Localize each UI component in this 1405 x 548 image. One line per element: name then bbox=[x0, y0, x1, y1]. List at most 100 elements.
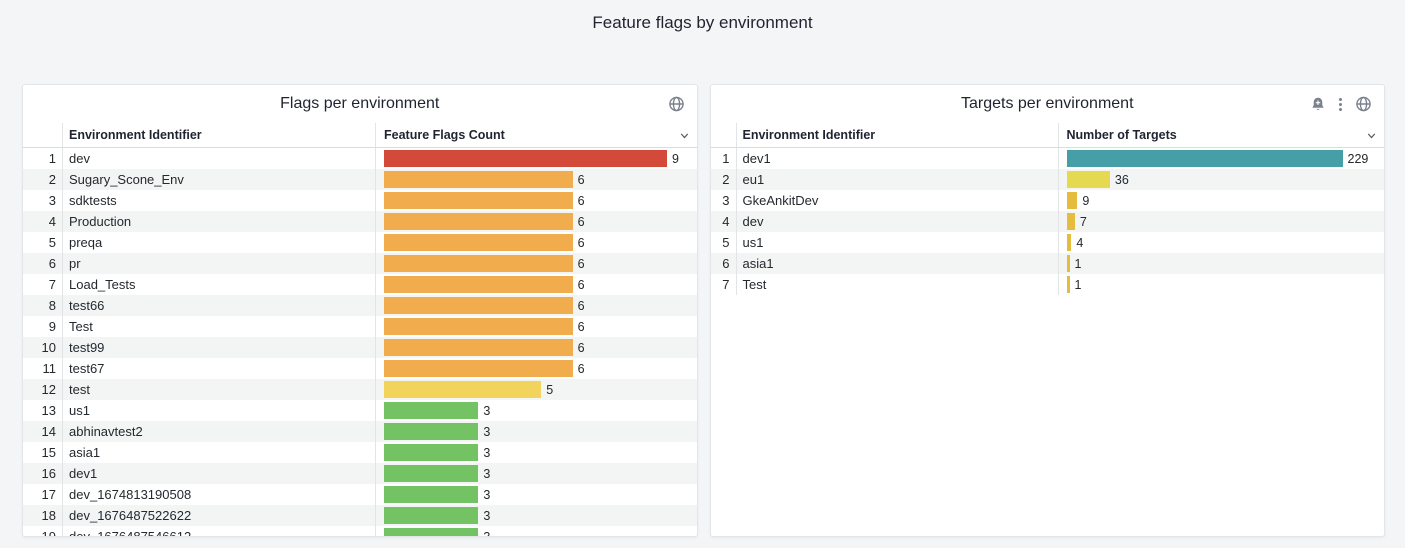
bar-gauge-cell: 6 bbox=[376, 253, 697, 274]
table-row: 5 preqa 6 bbox=[23, 232, 697, 253]
bar-value-label: 36 bbox=[1114, 172, 1129, 187]
chevron-down-icon[interactable] bbox=[1365, 129, 1378, 142]
table-row: 6 asia1 1 bbox=[710, 253, 1384, 274]
column-header-label: Number of Targets bbox=[1066, 128, 1177, 142]
table-row: 8 test66 6 bbox=[23, 295, 697, 316]
environment-name-cell: dev1 bbox=[63, 463, 376, 484]
value-bar bbox=[384, 528, 479, 536]
row-index: 2 bbox=[23, 169, 63, 190]
globe-icon[interactable] bbox=[1355, 96, 1372, 113]
column-header-number-of-targets[interactable]: Number of Targets bbox=[1059, 123, 1385, 147]
bar-value-label: 9 bbox=[1082, 193, 1090, 208]
value-bar bbox=[384, 402, 479, 419]
globe-icon[interactable] bbox=[668, 96, 685, 113]
bar-value-label: 3 bbox=[483, 487, 491, 502]
column-header-label: Feature Flags Count bbox=[384, 128, 505, 142]
value-bar bbox=[384, 339, 573, 356]
row-index: 1 bbox=[23, 148, 63, 169]
row-index: 15 bbox=[23, 442, 63, 463]
bar-gauge-cell: 229 bbox=[1059, 148, 1385, 169]
table-row: 11 test67 6 bbox=[23, 358, 697, 379]
value-bar bbox=[384, 507, 479, 524]
table-row: 2 Sugary_Scone_Env 6 bbox=[23, 169, 697, 190]
bar-value-label: 1 bbox=[1074, 256, 1082, 271]
value-bar bbox=[384, 444, 479, 461]
bar-value-label: 5 bbox=[546, 382, 554, 397]
environment-name-cell: asia1 bbox=[63, 442, 376, 463]
row-index: 7 bbox=[711, 274, 737, 295]
bar-gauge-cell: 4 bbox=[1059, 232, 1385, 253]
environment-name-cell: Production bbox=[63, 211, 376, 232]
row-index: 1 bbox=[711, 148, 737, 169]
environment-name-cell: sdktests bbox=[63, 190, 376, 211]
environment-name-cell: test99 bbox=[63, 337, 376, 358]
value-bar bbox=[384, 234, 573, 251]
bar-gauge-cell: 6 bbox=[376, 337, 697, 358]
environment-name-cell: Sugary_Scone_Env bbox=[63, 169, 376, 190]
bar-gauge-cell: 9 bbox=[1059, 190, 1385, 211]
table-row: 3 GkeAnkitDev 9 bbox=[711, 190, 1385, 211]
row-index: 3 bbox=[23, 190, 63, 211]
bar-gauge-cell: 3 bbox=[376, 463, 697, 484]
row-index: 18 bbox=[23, 505, 63, 526]
table-row: 6 pr 6 bbox=[23, 253, 697, 274]
kebab-menu-icon[interactable] bbox=[1338, 96, 1343, 112]
chevron-down-icon[interactable] bbox=[678, 129, 691, 142]
bar-gauge-cell: 6 bbox=[376, 190, 697, 211]
row-index: 6 bbox=[23, 253, 63, 274]
value-bar bbox=[1066, 192, 1078, 209]
bar-value-label: 6 bbox=[577, 256, 585, 271]
row-index-column-header bbox=[23, 123, 63, 147]
environment-name-cell: GkeAnkitDev bbox=[737, 190, 1059, 211]
bar-value-label: 3 bbox=[483, 445, 491, 460]
alert-bell-icon[interactable] bbox=[1310, 96, 1326, 112]
bar-value-label: 6 bbox=[577, 361, 585, 376]
panel-title[interactable]: Flags per environment bbox=[280, 95, 440, 112]
row-index: 19 bbox=[23, 526, 63, 536]
bar-gauge-cell: 6 bbox=[376, 316, 697, 337]
row-index-column-header bbox=[711, 123, 737, 147]
table-header-row: Environment Identifier Feature Flags Cou… bbox=[23, 123, 697, 148]
environment-name-cell: dev bbox=[63, 148, 376, 169]
value-bar bbox=[384, 276, 573, 293]
bar-value-label: 1 bbox=[1074, 277, 1082, 292]
bar-value-label: 6 bbox=[577, 193, 585, 208]
panel-header-icons bbox=[668, 96, 685, 113]
environment-name-cell: Test bbox=[63, 316, 376, 337]
value-bar bbox=[384, 465, 479, 482]
table-row: 16 dev1 3 bbox=[23, 463, 697, 484]
value-bar bbox=[384, 171, 573, 188]
value-bar bbox=[384, 318, 573, 335]
environment-name-cell: us1 bbox=[737, 232, 1059, 253]
value-bar bbox=[384, 381, 542, 398]
row-index: 13 bbox=[23, 400, 63, 421]
environment-name-cell: us1 bbox=[63, 400, 376, 421]
panel-targets-per-environment: Targets per environment Environment Iden… bbox=[709, 84, 1385, 537]
row-index: 11 bbox=[23, 358, 63, 379]
bar-gauge-cell: 6 bbox=[376, 358, 697, 379]
row-index: 10 bbox=[23, 337, 63, 358]
panel-header-icons bbox=[1310, 96, 1372, 113]
table-body: 1 dev1 229 2 eu1 36 3 GkeAnkitDev 9 4 dev 7 5 us1 4 6 as… bbox=[710, 148, 1385, 295]
table-body: 1 dev 9 2 Sugary_Scone_Env 6 3 sdktests 6 4 Produc… bbox=[23, 148, 697, 536]
row-index: 12 bbox=[23, 379, 63, 400]
bar-gauge-cell: 5 bbox=[376, 379, 697, 400]
table-row: 19 dev_1676487546612 3 bbox=[23, 526, 697, 536]
row-index: 2 bbox=[711, 169, 737, 190]
dashboard-title: Feature flags by environment bbox=[592, 13, 813, 32]
panel-title[interactable]: Targets per environment bbox=[960, 95, 1134, 112]
bar-gauge-cell: 36 bbox=[1059, 169, 1385, 190]
bar-value-label: 6 bbox=[577, 319, 585, 334]
column-header-environment-identifier[interactable]: Environment Identifier bbox=[63, 123, 376, 147]
environment-name-cell: eu1 bbox=[737, 169, 1059, 190]
bar-value-label: 6 bbox=[577, 214, 585, 229]
column-header-environment-identifier[interactable]: Environment Identifier bbox=[737, 123, 1059, 147]
environment-name-cell: dev_1674813190508 bbox=[63, 484, 376, 505]
environment-name-cell: abhinavtest2 bbox=[63, 421, 376, 442]
value-bar bbox=[1066, 150, 1343, 167]
table-row: 7 Test 1 bbox=[711, 274, 1385, 295]
bar-gauge-cell: 9 bbox=[376, 148, 697, 169]
bar-value-label: 6 bbox=[577, 298, 585, 313]
column-header-feature-flags-count[interactable]: Feature Flags Count bbox=[376, 123, 697, 147]
bar-gauge-cell: 6 bbox=[376, 274, 697, 295]
